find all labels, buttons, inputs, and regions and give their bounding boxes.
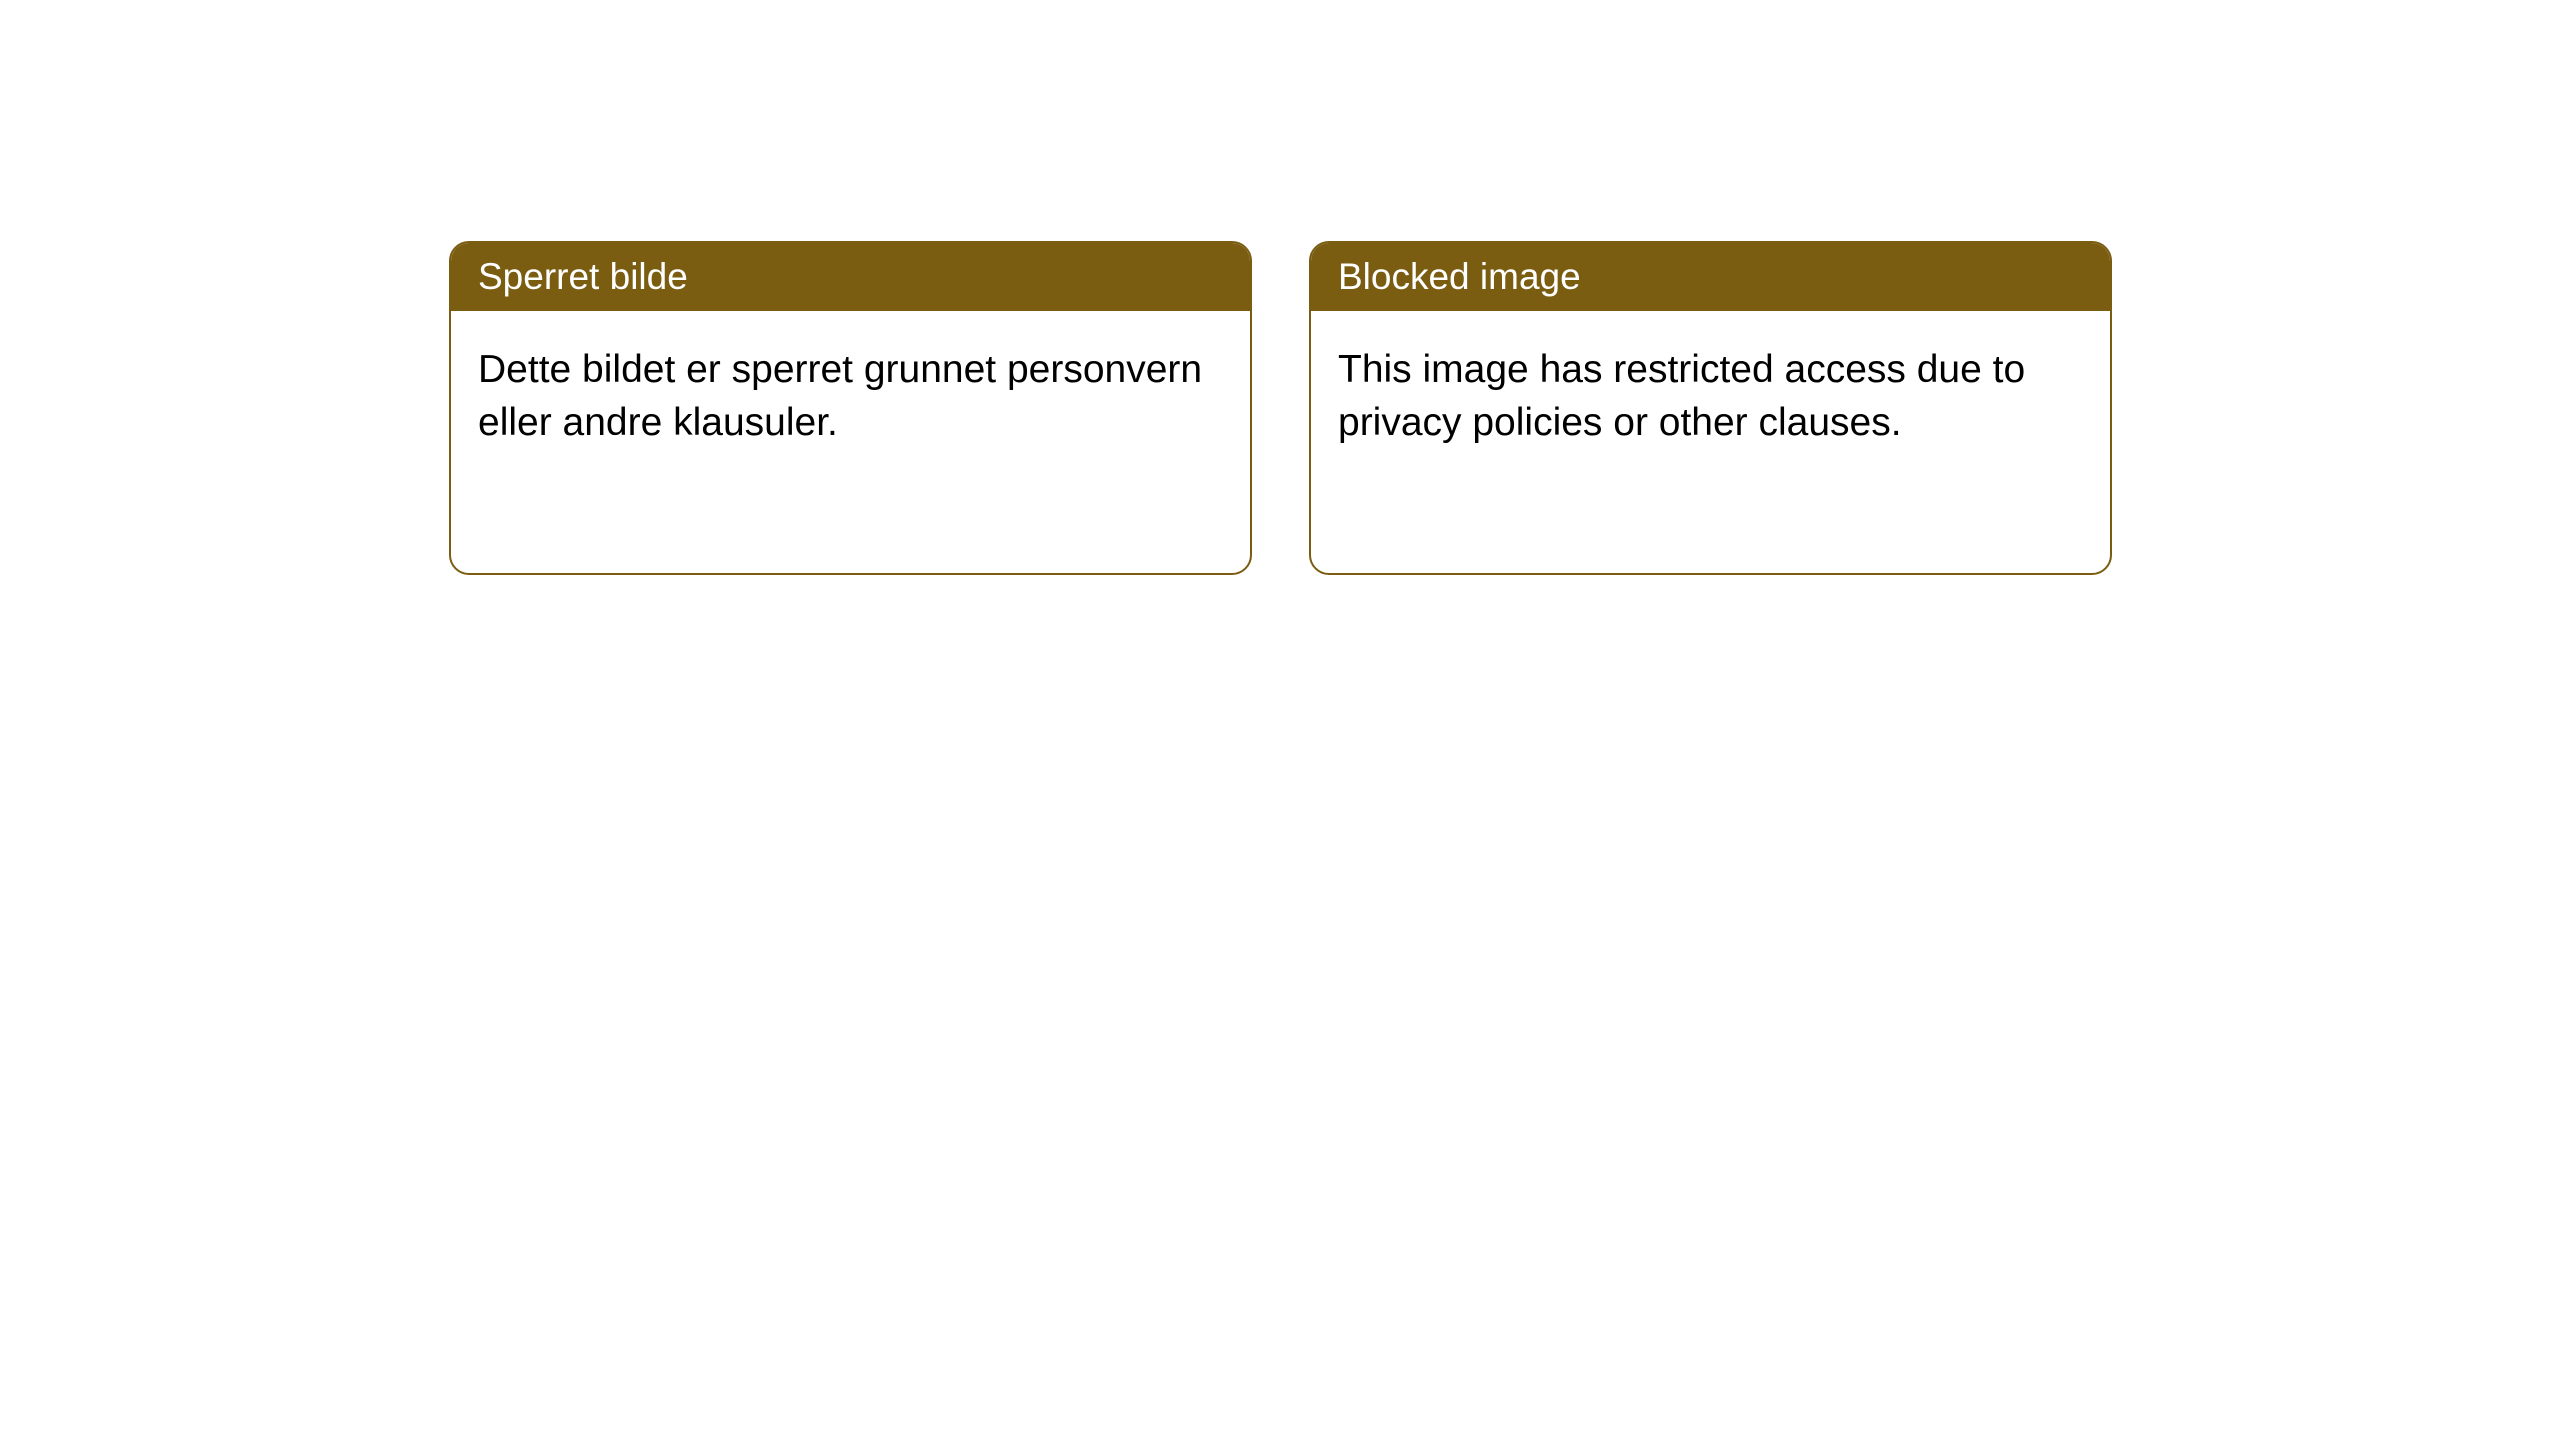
card-header-english: Blocked image xyxy=(1311,243,2110,311)
notice-cards-container: Sperret bilde Dette bildet er sperret gr… xyxy=(449,241,2112,575)
card-body-english: This image has restricted access due to … xyxy=(1311,311,2110,482)
notice-card-english: Blocked image This image has restricted … xyxy=(1309,241,2112,575)
card-body-norwegian: Dette bildet er sperret grunnet personve… xyxy=(451,311,1250,482)
card-header-norwegian: Sperret bilde xyxy=(451,243,1250,311)
notice-card-norwegian: Sperret bilde Dette bildet er sperret gr… xyxy=(449,241,1252,575)
